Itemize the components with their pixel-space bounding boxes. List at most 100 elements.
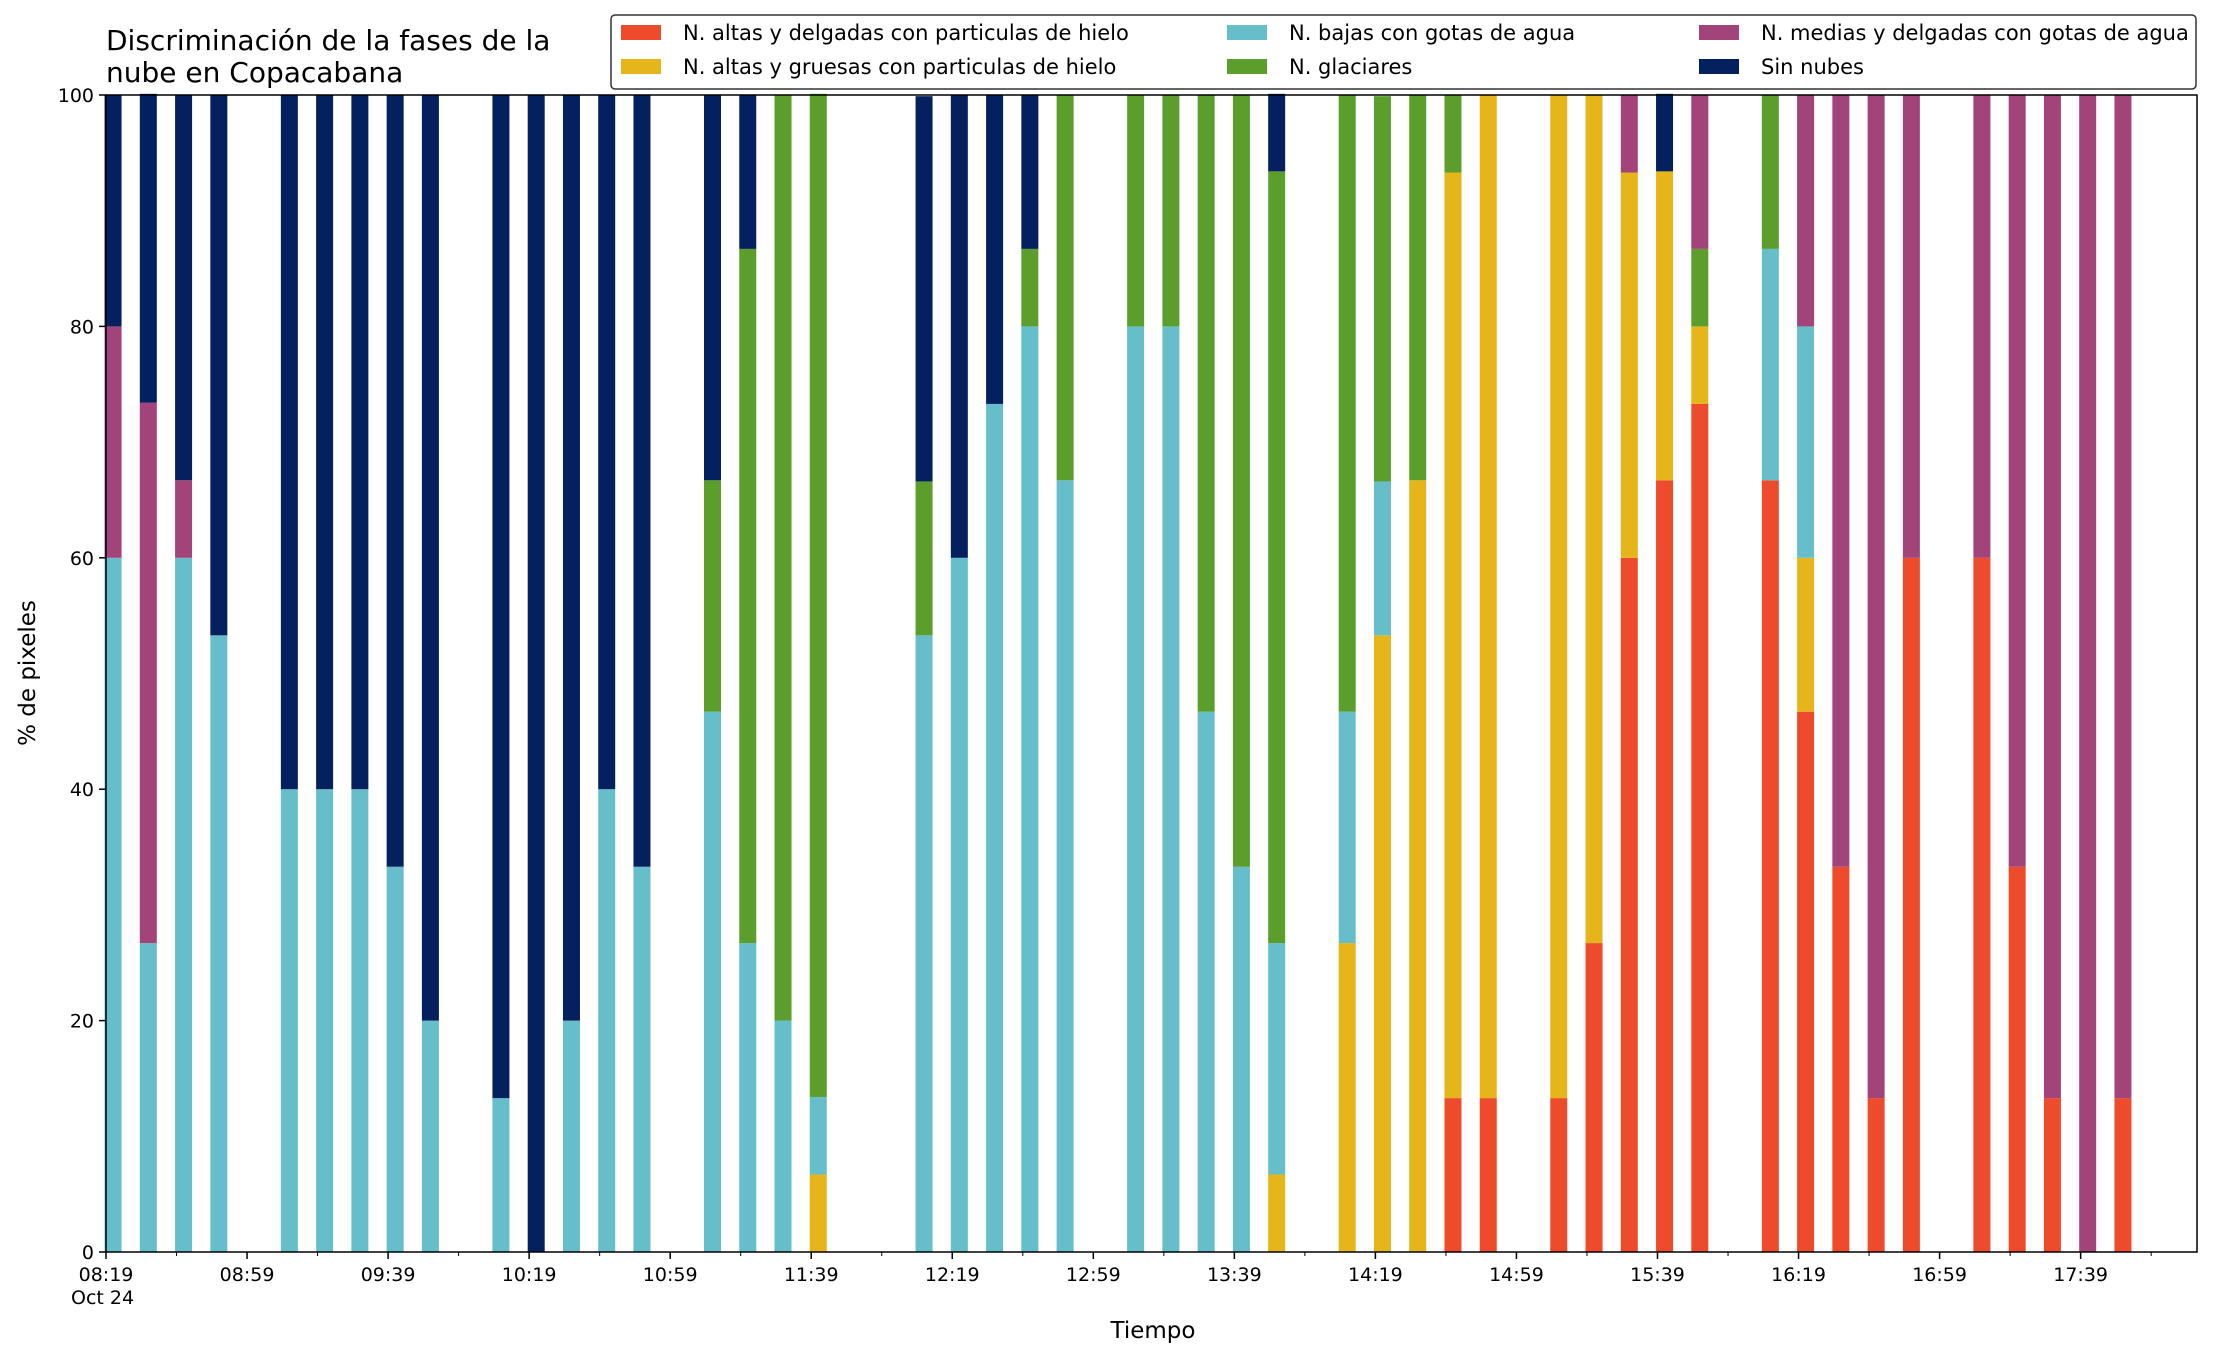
bar-segment-cyan <box>1021 326 1039 1252</box>
bar-segment-red <box>2008 866 2026 1252</box>
bar-segment-yellow <box>1409 480 1427 1252</box>
y-tick-label: 100 <box>58 85 94 107</box>
bar-segment-navy <box>915 96 933 482</box>
legend-label-navy: Sin nubes <box>1761 55 1864 79</box>
bar-segment-navy <box>386 95 404 867</box>
bar-segment-cyan <box>386 866 404 1252</box>
bar-segment-cyan <box>139 943 157 1252</box>
x-tick-sublabel: Oct 24 <box>71 1287 134 1309</box>
bar-segment-purple <box>175 480 193 558</box>
bar-segment-cyan <box>950 557 968 1252</box>
x-tick-label: 15:39 <box>1630 1264 1685 1286</box>
bar-segment-cyan <box>704 711 721 1252</box>
bar-segment-yellow <box>1373 635 1391 1252</box>
x-axis-label: Tiempo <box>1110 1318 1196 1344</box>
x-tick-label: 13:39 <box>1207 1264 1262 1286</box>
bar-segment-navy <box>739 95 757 249</box>
bar-segment-cyan <box>1797 326 1815 558</box>
legend-swatch-navy <box>1699 59 1739 74</box>
bar-segment-navy <box>633 95 651 867</box>
bar-segment-green <box>774 95 792 1021</box>
bar-segment-navy <box>210 95 228 636</box>
bar-segment-navy <box>280 95 298 790</box>
bar-segment-green <box>1197 95 1215 712</box>
bar-segment-purple <box>2043 95 2061 1099</box>
x-tick-label: 10:19 <box>502 1264 557 1286</box>
bar-segment-yellow <box>1479 95 1497 1099</box>
bar-segment-cyan <box>1373 481 1391 636</box>
bar-segment-green <box>809 93 827 1097</box>
bar-segment-purple <box>1902 95 1920 558</box>
bar-segment-red <box>1444 1098 1462 1252</box>
x-tick-label: 10:59 <box>643 1264 698 1286</box>
bar-segment-cyan <box>598 789 616 1252</box>
y-tick-label: 80 <box>70 316 94 338</box>
y-axis-label: % de pixeles <box>15 600 41 746</box>
bar-segment-cyan <box>915 635 933 1252</box>
bar-segment-cyan <box>633 866 651 1252</box>
bar-segment-cyan <box>1232 866 1250 1252</box>
bar-segment-purple <box>1973 95 1991 558</box>
legend-swatch-green <box>1227 59 1267 74</box>
bar-segment-cyan <box>351 789 369 1252</box>
bar-segment-navy <box>316 95 334 790</box>
bar-segment-green <box>1338 95 1356 712</box>
bar-segment-cyan <box>492 1098 510 1252</box>
bar-segment-green <box>1761 95 1779 249</box>
bar-segment-navy <box>950 95 968 558</box>
bar-segment-purple <box>2114 95 2132 1099</box>
bar-segment-yellow <box>809 1174 827 1252</box>
x-tick-label: 16:19 <box>1771 1264 1826 1286</box>
bar-segment-yellow <box>1656 171 1674 481</box>
legend-swatch-purple <box>1699 25 1739 40</box>
x-tick-label: 17:39 <box>2053 1264 2108 1286</box>
legend-label-cyan: N. bajas con gotas de agua <box>1289 21 1575 45</box>
x-tick-label: 16:59 <box>1912 1264 1967 1286</box>
bar-segment-cyan <box>562 1020 580 1252</box>
bar-segment-green <box>1056 95 1074 481</box>
bar-segment-red <box>2114 1098 2132 1252</box>
bar-segment-purple <box>1691 95 1709 249</box>
bar-segment-navy <box>139 93 157 403</box>
bar-segment-green <box>915 481 933 636</box>
y-tick-label: 20 <box>70 1011 94 1033</box>
bar-segment-red <box>2043 1098 2061 1252</box>
bar-segment-purple <box>2008 95 2026 867</box>
bar-segment-red <box>1550 1098 1568 1252</box>
bar-segment-purple <box>139 402 157 944</box>
bar-segment-green <box>739 248 757 944</box>
chart-title-line-1: Discriminación de la fases de la <box>106 24 550 57</box>
bar-segment-purple <box>1797 95 1815 327</box>
y-axis: 0 20 40 60 80 100 <box>58 85 106 1264</box>
bar-segment-green <box>1409 95 1427 481</box>
y-tick-label: 40 <box>70 779 94 801</box>
bar-segment-yellow <box>1691 326 1709 404</box>
bar-segment-red <box>1797 711 1815 1252</box>
legend-swatch-cyan <box>1227 25 1267 40</box>
bar-segment-green <box>1021 248 1039 327</box>
bar-segment-cyan <box>1162 326 1180 1252</box>
bar-segment-red <box>1973 557 1991 1252</box>
bar-segment-green <box>1373 96 1391 482</box>
x-tick-label: 08:19 <box>79 1264 134 1286</box>
bar-segment-cyan <box>421 1020 439 1252</box>
bar-segment-navy <box>351 95 369 790</box>
x-tick-label: 12:19 <box>925 1264 980 1286</box>
bar-segment-red <box>1761 480 1779 1252</box>
bar-segment-cyan <box>809 1096 827 1175</box>
bar-segment-yellow <box>1620 172 1638 558</box>
y-tick-label: 0 <box>82 1242 94 1264</box>
legend-label-yellow: N. altas y gruesas con particulas de hie… <box>683 55 1116 79</box>
bar-segment-yellow <box>1268 1174 1286 1252</box>
x-tick-label: 14:19 <box>1348 1264 1403 1286</box>
bar-segment-green <box>704 480 721 712</box>
bar-segment-cyan <box>1127 326 1145 1252</box>
bar-segment-yellow <box>1550 95 1568 1099</box>
chart-title-line-2: nube en Copacabana <box>106 56 403 89</box>
bar-segment-cyan <box>1338 711 1356 944</box>
bar-segment-navy <box>562 95 580 1021</box>
bar-segment-yellow <box>1444 172 1462 1099</box>
bar-segment-red <box>1585 943 1603 1252</box>
